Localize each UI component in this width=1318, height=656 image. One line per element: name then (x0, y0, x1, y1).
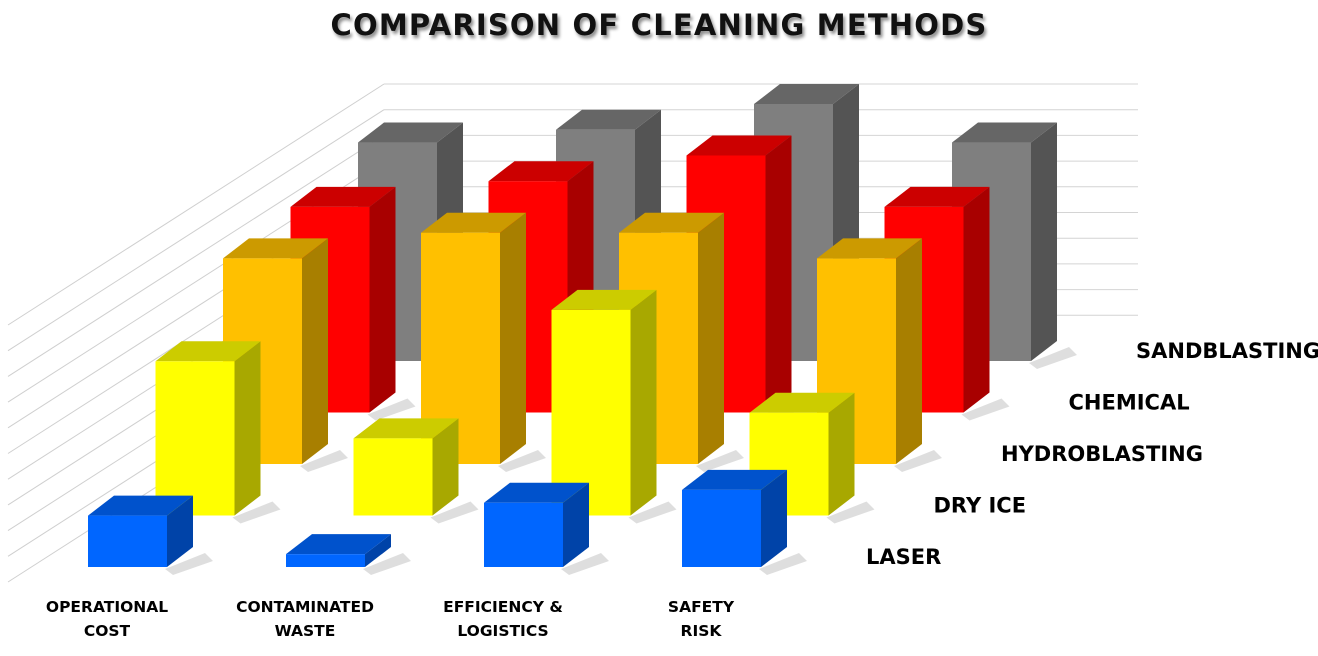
bar-top-face (817, 238, 922, 259)
bar-top-face (619, 212, 724, 233)
gridline-side (7, 83, 385, 326)
bar-shadow (696, 450, 744, 472)
bar-top-face (682, 469, 787, 490)
bar-shadow (894, 450, 942, 472)
category-label-efficiency-logistics-line2: LOGISTICS (457, 622, 548, 640)
bar-side-face (500, 212, 526, 464)
bar-front-face (155, 361, 235, 516)
bar-top-face (484, 482, 589, 503)
bars (88, 84, 1077, 575)
bar-side-face (563, 482, 589, 567)
labels: LASER DRY ICE HYDROBLASTING CHEMICAL SANDBLA… (46, 339, 1318, 640)
bar-top-face (421, 212, 526, 233)
bar-laser-operational-cost (88, 495, 213, 575)
bar-top-face (884, 186, 990, 207)
bar-top-face (551, 289, 657, 310)
gridline-side (7, 109, 385, 352)
bar-side-face (698, 212, 724, 464)
bar-front-face (484, 502, 563, 567)
bar-top-face (754, 84, 859, 104)
bar-shadow (165, 553, 213, 575)
category-label-contaminated-waste-line1: CONTAMINATED (236, 598, 374, 616)
series-label-hydroblasting: HYDROBLASTING (1001, 442, 1203, 466)
bar-top-face (88, 495, 193, 516)
bar-shadow (961, 398, 1010, 421)
bar-laser-contaminated-waste (286, 534, 411, 575)
bar-top-face (223, 238, 328, 259)
category-label-efficiency-logistics-line1: EFFICIENCY & (443, 598, 563, 616)
bar-side-face (432, 418, 459, 516)
bar-side-face (896, 238, 922, 464)
series-label-laser: LASER (866, 545, 941, 569)
series-label-sandblasting: SANDBLASTING (1136, 339, 1318, 363)
bar-shadow (1029, 347, 1077, 369)
bar-laser-safety-risk (682, 469, 807, 575)
bar-shadow (759, 553, 807, 575)
bar-shadow (367, 398, 416, 421)
bar-shadow (826, 501, 875, 524)
bar-dry-ice-contaminated-waste (353, 418, 479, 524)
bar-top-face (286, 534, 391, 555)
bar-side-face (963, 186, 990, 413)
bar-side-face (369, 186, 396, 413)
bar-front-face (551, 309, 631, 516)
bar-front-face (682, 489, 761, 567)
bar-dry-ice-operational-cost (155, 341, 281, 524)
bar-side-face (234, 341, 261, 516)
bar-shadow (232, 501, 281, 524)
category-label-operational-cost-line2: COST (84, 622, 131, 640)
bar-top-face (749, 392, 855, 413)
series-label-chemical: CHEMICAL (1069, 391, 1190, 415)
bar-top-face (556, 109, 661, 130)
bar-front-face (353, 438, 433, 516)
bar-shadow (628, 501, 677, 524)
bar-shadow (363, 553, 411, 575)
bar-shadow (430, 501, 479, 524)
bar-top-face (155, 341, 261, 362)
bar-side-face (1031, 122, 1057, 361)
category-label-contaminated-waste-line2: WASTE (275, 622, 336, 640)
bar-side-face (761, 469, 787, 567)
bar-laser-efficiency-logistics (484, 482, 609, 575)
bar-side-face (630, 289, 657, 516)
category-label-safety-risk-line2: RISK (681, 622, 723, 640)
bar-top-face (686, 135, 792, 156)
bar-side-face (167, 495, 193, 567)
bar-top-face (488, 161, 594, 182)
category-label-safety-risk-line1: SAFETY (668, 598, 735, 616)
bar-side-face (365, 534, 391, 567)
bar-dry-ice-safety-risk (749, 392, 875, 524)
series-label-dry-ice: DRY ICE (934, 494, 1027, 518)
bar-hydroblasting-safety-risk (817, 238, 942, 472)
bar-side-face (302, 238, 328, 464)
bar-top-face (358, 122, 463, 143)
bar-side-face (828, 392, 855, 516)
chart-title: COMPARISON OF CLEANING METHODS (330, 8, 988, 42)
bar-shadow (498, 450, 546, 472)
bar-shadow (300, 450, 348, 472)
gridline-side (7, 134, 385, 377)
bar-dry-ice-efficiency-logistics (551, 289, 677, 524)
bar-top-face (952, 122, 1057, 143)
bar-front-face (286, 554, 365, 567)
bar-top-face (290, 186, 396, 207)
bar-front-face (88, 515, 167, 567)
bar-shadow (561, 553, 609, 575)
category-label-operational-cost-line1: OPERATIONAL (46, 598, 168, 616)
bar-top-face (353, 418, 459, 439)
bar-side-face (765, 135, 792, 413)
